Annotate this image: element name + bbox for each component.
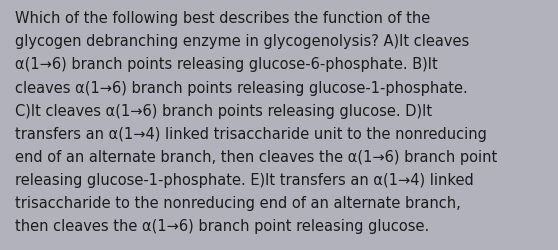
- Text: Which of the following best describes the function of the: Which of the following best describes th…: [15, 11, 430, 26]
- Text: transfers an α(1→4) linked trisaccharide unit to the nonreducing: transfers an α(1→4) linked trisaccharide…: [15, 126, 487, 141]
- Text: trisaccharide to the nonreducing end of an alternate branch,: trisaccharide to the nonreducing end of …: [15, 195, 461, 210]
- Text: α(1→6) branch points releasing glucose-6-phosphate. B)It: α(1→6) branch points releasing glucose-6…: [15, 57, 438, 72]
- Text: then cleaves the α(1→6) branch point releasing glucose.: then cleaves the α(1→6) branch point rel…: [15, 218, 429, 233]
- Text: end of an alternate branch, then cleaves the α(1→6) branch point: end of an alternate branch, then cleaves…: [15, 149, 497, 164]
- Text: glycogen debranching enzyme in glycogenolysis? A)It cleaves: glycogen debranching enzyme in glycogeno…: [15, 34, 469, 49]
- Text: cleaves α(1→6) branch points releasing glucose-1-phosphate.: cleaves α(1→6) branch points releasing g…: [15, 80, 468, 95]
- Text: C)It cleaves α(1→6) branch points releasing glucose. D)It: C)It cleaves α(1→6) branch points releas…: [15, 103, 432, 118]
- Text: releasing glucose-1-phosphate. E)It transfers an α(1→4) linked: releasing glucose-1-phosphate. E)It tran…: [15, 172, 474, 187]
